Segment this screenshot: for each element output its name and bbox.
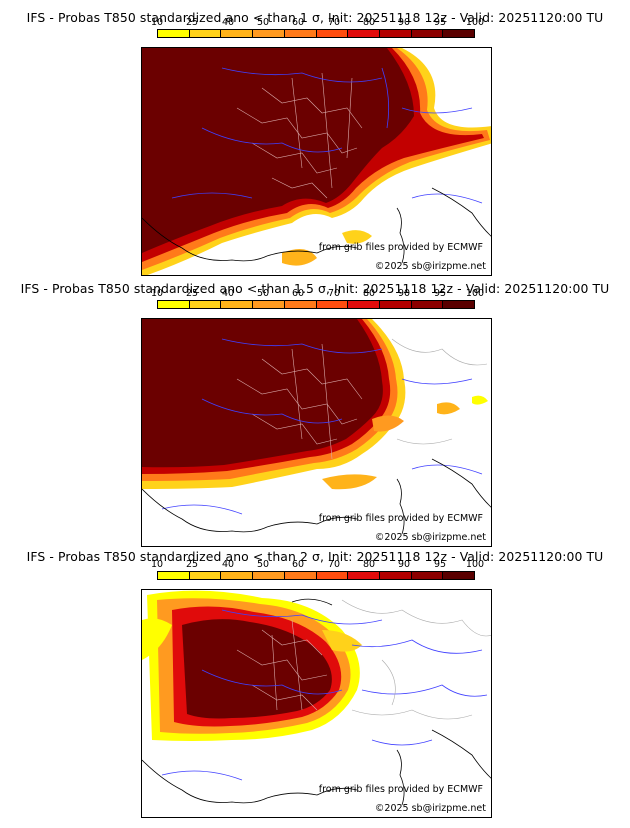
- colorbar: [157, 300, 475, 309]
- colorbar-swatch: [443, 572, 475, 579]
- colorbar-swatch: [284, 572, 317, 579]
- colorbar-tick: 60: [291, 17, 305, 28]
- colorbar-tick: 60: [291, 559, 305, 570]
- colorbar-swatch: [189, 572, 222, 579]
- author-credit: ©2025 sb@irizpme.net: [374, 532, 486, 543]
- map-graphic: [142, 590, 491, 806]
- colorbar-tick: 25: [185, 559, 199, 570]
- colorbar-swatch: [443, 301, 475, 308]
- colorbar: [157, 571, 475, 580]
- colorbar-swatch: [284, 301, 317, 308]
- colorbar-tick: 50: [256, 17, 270, 28]
- colorbar-tick: 90: [397, 559, 411, 570]
- colorbar-tick: 95: [433, 559, 447, 570]
- colorbar-tick: 60: [291, 288, 305, 299]
- colorbar-tick: 95: [433, 288, 447, 299]
- colorbar-swatch: [316, 572, 349, 579]
- colorbar-swatch: [221, 572, 254, 579]
- colorbar-ticks: 10 25 40 50 60 70 80 90 95 100: [150, 288, 484, 299]
- map-graphic: [142, 319, 491, 535]
- colorbar-tick: 50: [256, 559, 270, 570]
- colorbar-ticks: 10 25 40 50 60 70 80 90 95 100: [150, 17, 484, 28]
- author-credit: ©2025 sb@irizpme.net: [374, 803, 486, 814]
- colorbar-tick: 100: [465, 17, 485, 28]
- colorbar-tick: 10: [150, 288, 164, 299]
- panel-title: IFS - Probas T850 standardized ano < tha…: [26, 10, 604, 25]
- panel-3: IFS - Probas T850 standardized ano < tha…: [0, 542, 630, 818]
- colorbar-tick: 10: [150, 559, 164, 570]
- colorbar-swatch: [158, 30, 190, 37]
- colorbar-tick: 40: [221, 559, 235, 570]
- colorbar-swatch: [158, 572, 190, 579]
- colorbar-swatch: [348, 30, 380, 37]
- colorbar-swatch: [316, 30, 349, 37]
- probability-map: from grib files provided by ECMWF ©2025 …: [141, 318, 492, 547]
- colorbar-swatch: [443, 30, 475, 37]
- colorbar-swatch: [221, 30, 254, 37]
- probability-map: from grib files provided by ECMWF ©2025 …: [141, 589, 492, 818]
- colorbar-tick: 50: [256, 288, 270, 299]
- panel-1: IFS - Probas T850 standardized ano < tha…: [0, 0, 630, 276]
- colorbar-tick: 70: [327, 288, 341, 299]
- source-credit: from grib files provided by ECMWF: [318, 513, 483, 524]
- colorbar-swatch: [379, 301, 412, 308]
- colorbar-tick: 80: [362, 559, 376, 570]
- colorbar-swatch: [348, 572, 380, 579]
- colorbar-tick: 80: [362, 288, 376, 299]
- panel-title: IFS - Probas T850 standardized ano < tha…: [20, 281, 610, 296]
- colorbar-tick: 100: [465, 559, 485, 570]
- colorbar-ticks: 10 25 40 50 60 70 80 90 95 100: [150, 559, 484, 570]
- colorbar-tick: 80: [362, 17, 376, 28]
- colorbar-tick: 90: [397, 288, 411, 299]
- probability-map: from grib files provided by ECMWF ©2025 …: [141, 47, 492, 276]
- panel-2: IFS - Probas T850 standardized ano < tha…: [0, 271, 630, 547]
- colorbar-swatch: [253, 30, 285, 37]
- colorbar-tick: 10: [150, 17, 164, 28]
- colorbar-swatch: [379, 572, 412, 579]
- colorbar-tick: 40: [221, 288, 235, 299]
- colorbar-swatch: [411, 572, 444, 579]
- colorbar-tick: 25: [185, 288, 199, 299]
- colorbar-swatch: [158, 301, 190, 308]
- colorbar-swatch: [253, 301, 285, 308]
- colorbar-swatch: [253, 572, 285, 579]
- colorbar: [157, 29, 475, 38]
- colorbar-tick: 25: [185, 17, 199, 28]
- source-credit: from grib files provided by ECMWF: [318, 784, 483, 795]
- colorbar-swatch: [411, 30, 444, 37]
- map-graphic: [142, 48, 491, 275]
- colorbar-tick: 70: [327, 17, 341, 28]
- colorbar-tick: 95: [433, 17, 447, 28]
- colorbar-swatch: [411, 301, 444, 308]
- colorbar-swatch: [379, 30, 412, 37]
- colorbar-swatch: [348, 301, 380, 308]
- colorbar-swatch: [284, 30, 317, 37]
- panel-title: IFS - Probas T850 standardized ano < tha…: [26, 549, 604, 564]
- colorbar-tick: 100: [465, 288, 485, 299]
- colorbar-swatch: [189, 30, 222, 37]
- author-credit: ©2025 sb@irizpme.net: [374, 261, 486, 272]
- colorbar-swatch: [316, 301, 349, 308]
- colorbar-tick: 40: [221, 17, 235, 28]
- colorbar-tick: 90: [397, 17, 411, 28]
- colorbar-swatch: [221, 301, 254, 308]
- colorbar-tick: 70: [327, 559, 341, 570]
- source-credit: from grib files provided by ECMWF: [318, 242, 483, 253]
- colorbar-swatch: [189, 301, 222, 308]
